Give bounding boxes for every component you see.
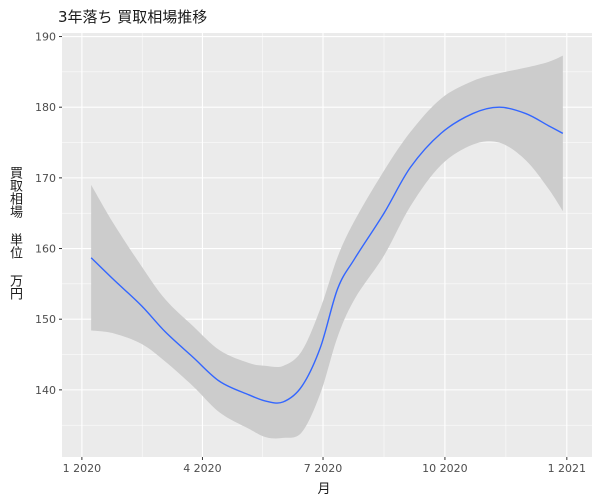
chart-title: 3年落ち 買取相場推移: [58, 8, 208, 26]
y-tick-label: 150: [35, 313, 56, 326]
y-tick-label: 180: [35, 101, 56, 114]
trend-line: [90, 106, 564, 404]
x-tick-label: 7 2020: [304, 462, 343, 475]
y-axis-label: 買取相場 単位 万円: [7, 166, 22, 300]
y-tick-label: 190: [35, 31, 56, 44]
x-tick-label: 10 2020: [422, 462, 468, 475]
y-axis: 140 150 160 170 180 190: [35, 31, 62, 397]
y-tick-label: 170: [35, 172, 56, 185]
confidence-band: [91, 55, 563, 439]
y-tick-label: 160: [35, 243, 56, 256]
x-tick-label: 1 2021: [548, 462, 587, 475]
x-axis: 1 2020 4 2020 7 2020 10 2020 1 2021: [63, 457, 586, 475]
x-tick-label: 4 2020: [183, 462, 222, 475]
x-tick-label: 1 2020: [63, 462, 102, 475]
x-axis-label: 月: [317, 482, 331, 497]
y-tick-label: 140: [35, 384, 56, 397]
major-gridlines: [62, 33, 592, 457]
